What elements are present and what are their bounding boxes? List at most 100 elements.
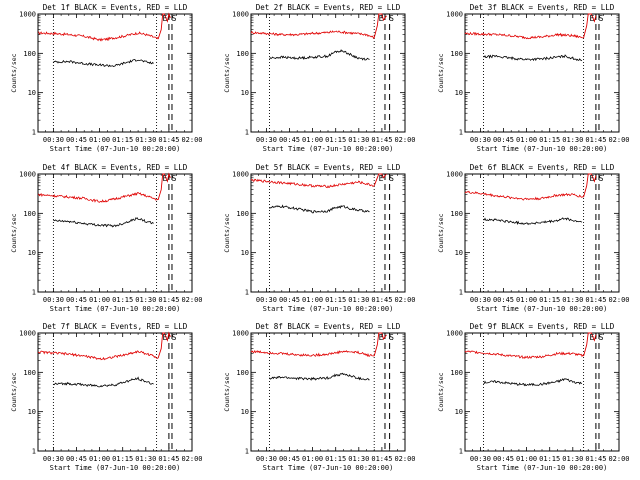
x-tick-label: 01:00	[89, 136, 110, 144]
y-tick-label: 1000	[232, 11, 249, 19]
x-tick-label: 01:45	[371, 296, 392, 304]
panel-2: Det 2f BLACK = Events, RED = LLD 1 10 100 10…	[223, 3, 416, 153]
x-tick-label: 00:45	[66, 455, 87, 463]
lld-spike-line	[373, 173, 387, 186]
x-axis-label: Start Time (07-Jun-10 00:20:00)	[50, 464, 181, 472]
y-tick-label: 1	[32, 448, 36, 456]
x-tick-label: 01:00	[302, 296, 323, 304]
y-tick-label: 1000	[232, 171, 249, 179]
y-tick-label: 1000	[19, 330, 36, 338]
x-tick-label: 00:45	[493, 296, 514, 304]
x-tick-label: 01:30	[135, 296, 156, 304]
lld-series-line	[37, 350, 159, 361]
y-tick-label: 10	[455, 408, 463, 416]
y-tick-label: 1000	[446, 11, 463, 19]
x-tick-label: 00:30	[43, 296, 64, 304]
events-series-line	[53, 59, 154, 68]
x-tick-label: 00:30	[470, 136, 491, 144]
y-tick-label: 1	[245, 448, 249, 456]
x-tick-label: 01:00	[302, 136, 323, 144]
panel-3: Det 3f BLACK = Events, RED = LLD 1 10 100 10…	[437, 3, 630, 153]
lld-spike-line	[583, 13, 597, 38]
events-series-line	[53, 217, 154, 228]
x-tick-label: 01:00	[302, 455, 323, 463]
lld-spike-line	[583, 173, 597, 198]
y-tick-label: 1	[459, 448, 463, 456]
events-series-line	[483, 54, 583, 62]
y-tick-label: 10	[241, 408, 249, 416]
y-axis-label: Counts/sec	[10, 372, 18, 411]
x-tick-label: 00:30	[256, 455, 277, 463]
x-axis-label: Start Time (07-Jun-10 00:20:00)	[50, 145, 181, 153]
y-tick-label: 100	[236, 369, 249, 377]
y-tick-label: 1000	[19, 171, 36, 179]
y-tick-label: 10	[241, 249, 249, 257]
events-series-line	[269, 49, 370, 61]
y-tick-label: 1	[32, 289, 36, 297]
panel-6: Det 6f BLACK = Events, RED = LLD 1 10 100 10…	[437, 163, 630, 313]
panel-title: Det 3f BLACK = Events, RED = LLD	[470, 3, 615, 12]
y-tick-label: 10	[28, 408, 36, 416]
panel-title: Det 2f BLACK = Events, RED = LLD	[256, 3, 401, 12]
y-tick-label: 100	[450, 210, 463, 218]
y-tick-label: 100	[236, 50, 249, 58]
lld-series-line	[37, 192, 159, 203]
x-tick-label: 01:30	[348, 296, 369, 304]
panel-7: Det 7f BLACK = Events, RED = LLD 1 10 100 10…	[10, 322, 203, 472]
annotation-s: S	[389, 14, 394, 23]
x-axis-label: Start Time (07-Jun-10 00:20:00)	[477, 305, 608, 313]
y-axis-label: Counts/sec	[223, 213, 231, 252]
events-series-line	[483, 378, 583, 387]
lld-spike-line	[157, 331, 171, 359]
y-tick-label: 10	[28, 249, 36, 257]
x-tick-label: 02:00	[608, 136, 629, 144]
panel-title: Det 8f BLACK = Events, RED = LLD	[256, 322, 401, 331]
y-axis-label: Counts/sec	[10, 53, 18, 92]
panel-title: Det 4f BLACK = Events, RED = LLD	[43, 163, 188, 172]
x-tick-label: 02:00	[394, 136, 415, 144]
y-tick-label: 10	[455, 249, 463, 257]
x-tick-label: 01:45	[158, 455, 179, 463]
y-tick-label: 1	[32, 129, 36, 137]
x-tick-label: 00:45	[493, 455, 514, 463]
x-tick-label: 01:45	[585, 136, 606, 144]
x-tick-label: 01:15	[112, 136, 133, 144]
events-series-line	[269, 372, 370, 381]
lld-spike-line	[373, 13, 387, 38]
x-axis-label: Start Time (07-Jun-10 00:20:00)	[477, 464, 608, 472]
x-tick-label: 00:30	[470, 296, 491, 304]
x-tick-label: 00:30	[43, 455, 64, 463]
annotation-e: E	[162, 174, 167, 183]
y-axis-label: Counts/sec	[223, 372, 231, 411]
y-tick-label: 1	[459, 289, 463, 297]
x-tick-label: 00:30	[256, 296, 277, 304]
x-tick-label: 01:45	[371, 136, 392, 144]
x-tick-label: 01:45	[585, 455, 606, 463]
y-tick-label: 100	[23, 50, 36, 58]
y-tick-label: 1	[245, 289, 249, 297]
y-tick-label: 100	[450, 369, 463, 377]
x-tick-label: 01:00	[516, 136, 537, 144]
annotation-s: S	[599, 174, 604, 183]
x-tick-label: 01:00	[516, 296, 537, 304]
lld-spike-line	[583, 332, 597, 357]
annotation-s: S	[389, 174, 394, 183]
annotation-e: E	[379, 333, 384, 342]
x-tick-label: 00:30	[470, 455, 491, 463]
y-tick-label: 100	[450, 50, 463, 58]
annotation-s: S	[172, 333, 177, 342]
x-tick-label: 00:45	[279, 296, 300, 304]
annotation-e: E	[379, 174, 384, 183]
x-tick-label: 01:30	[135, 455, 156, 463]
y-tick-label: 1000	[19, 11, 36, 19]
annotation-s: S	[172, 14, 177, 23]
y-axis-label: Counts/sec	[437, 372, 445, 411]
x-tick-label: 01:00	[89, 296, 110, 304]
y-tick-label: 1	[459, 129, 463, 137]
panel-title: Det 6f BLACK = Events, RED = LLD	[470, 163, 615, 172]
y-tick-label: 1	[245, 129, 249, 137]
x-axis-label: Start Time (07-Jun-10 00:20:00)	[263, 464, 394, 472]
panel-9: Det 9f BLACK = Events, RED = LLD 1 10 100 10…	[437, 322, 630, 472]
plot-frame	[250, 173, 406, 293]
x-tick-label: 01:30	[135, 136, 156, 144]
